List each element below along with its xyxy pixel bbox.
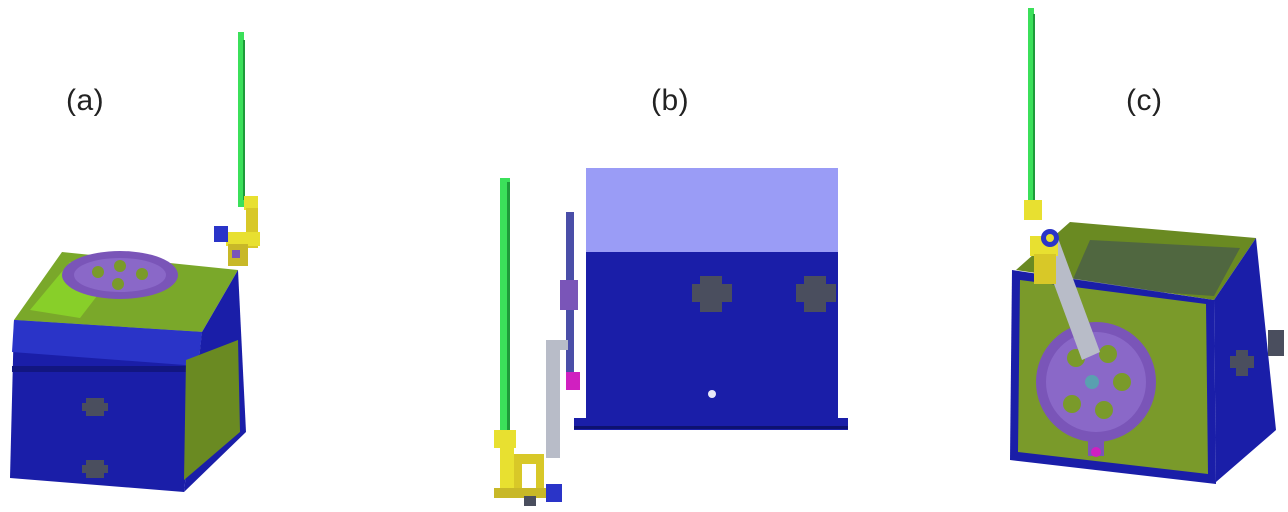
panel-label-c: (c)	[1126, 84, 1163, 117]
device-view-b	[494, 168, 848, 506]
panel-label-b: (b)	[651, 84, 690, 117]
clamp-c	[1024, 200, 1059, 284]
cutout-b-2	[796, 276, 836, 312]
clamp-b	[494, 430, 562, 506]
clamp-a	[214, 196, 260, 266]
cutout-b-1	[692, 276, 732, 312]
rod-c	[1028, 8, 1034, 208]
rod-a	[238, 32, 244, 207]
device-view-c	[1010, 8, 1284, 484]
arm-b	[546, 340, 560, 458]
device-view-a	[10, 32, 260, 492]
rod-b	[500, 178, 510, 434]
indicator-dot-b	[708, 390, 716, 398]
box-upper-b	[586, 168, 838, 252]
disc-c	[1036, 322, 1156, 457]
panel-label-a: (a)	[66, 84, 105, 117]
